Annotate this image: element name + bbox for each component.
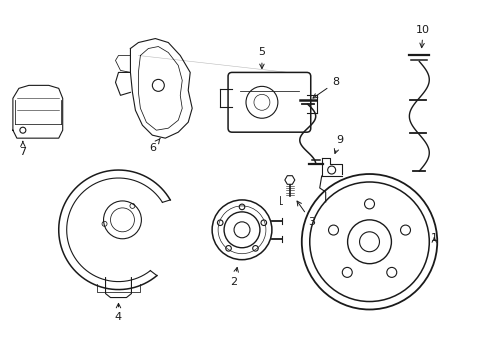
Text: 10: 10 (415, 24, 429, 48)
Text: 2: 2 (230, 267, 238, 287)
Text: 9: 9 (334, 135, 343, 153)
Text: 6: 6 (148, 138, 160, 153)
Text: 5: 5 (258, 48, 265, 68)
Text: 7: 7 (19, 141, 26, 157)
Text: 3: 3 (296, 201, 315, 227)
Text: 8: 8 (312, 77, 339, 98)
Text: 1: 1 (430, 233, 437, 243)
Text: 4: 4 (115, 303, 122, 323)
